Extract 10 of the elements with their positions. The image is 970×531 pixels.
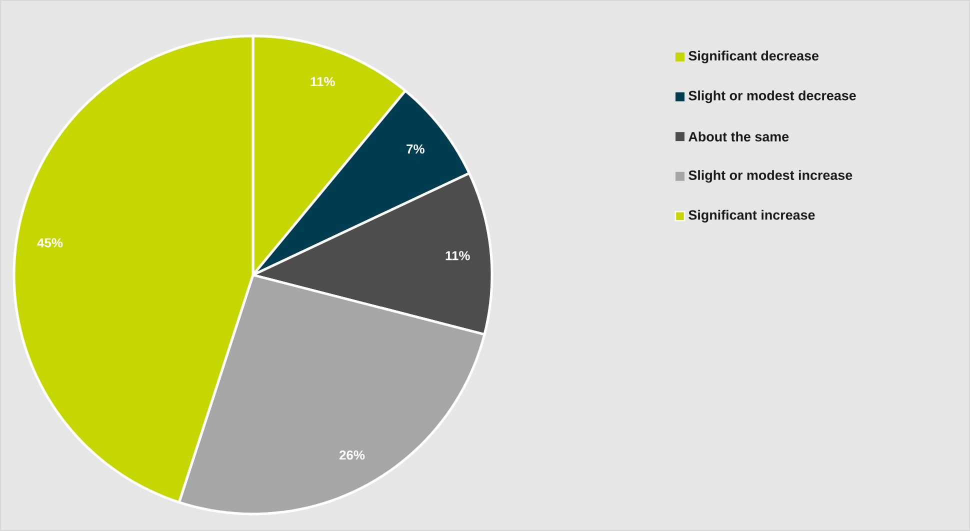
legend-label: Slight or modest increase (688, 170, 852, 183)
legend-label: About the same (688, 132, 789, 142)
data-label: 7% (406, 144, 424, 154)
data-label: 11% (446, 251, 470, 260)
data-label: 11% (310, 77, 335, 86)
data-label: 26% (340, 450, 365, 460)
legend-label: Slight or modest decrease (688, 90, 856, 104)
legend-label: Significant increase (688, 210, 815, 222)
legend-label: Significant decrease (688, 50, 819, 64)
data-label: 45% (37, 238, 63, 248)
